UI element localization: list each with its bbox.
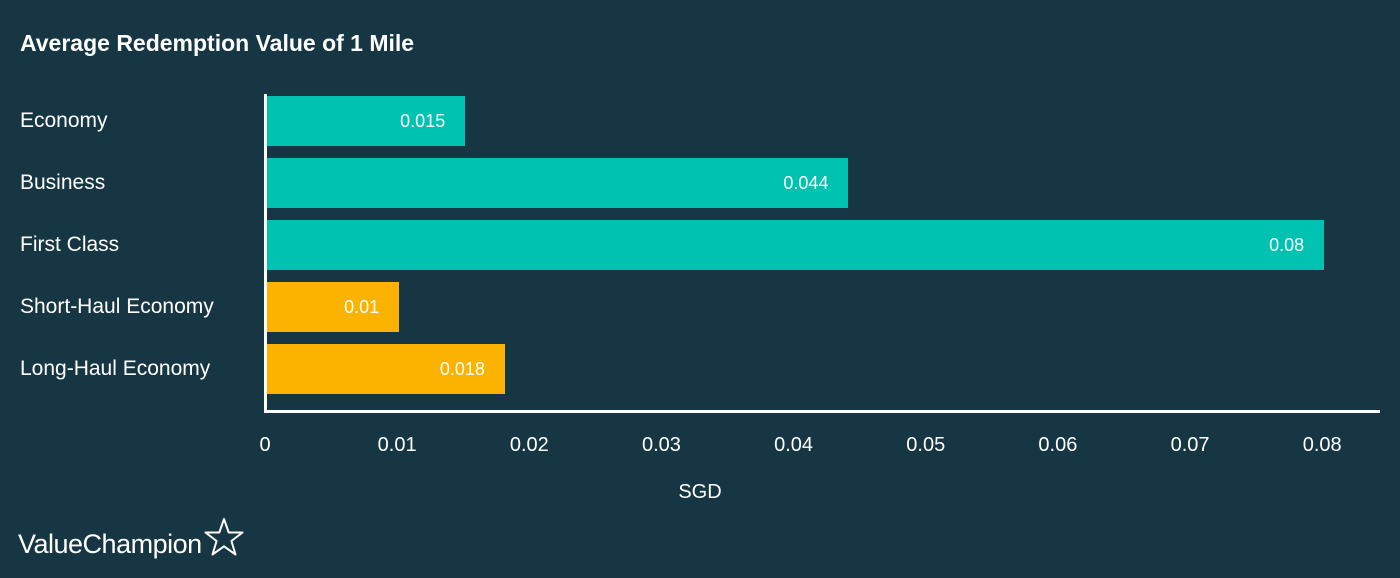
bar-value-label: 0.01 <box>344 297 380 317</box>
x-axis-title: SGD <box>678 481 722 503</box>
x-tick-label: 0.02 <box>509 434 549 456</box>
bar <box>267 220 1325 270</box>
brand-name: ValueChampion <box>18 529 202 559</box>
bar-value-label: 0.015 <box>400 111 446 131</box>
category-label: Short-Haul Economy <box>20 295 214 318</box>
x-tick-label: 0.08 <box>1302 434 1342 456</box>
brand-logo: ValueChampion <box>18 518 244 560</box>
x-axis-line <box>264 410 1380 413</box>
bar <box>267 158 849 208</box>
chart-title: Average Redemption Value of 1 Mile <box>20 30 415 56</box>
x-tick-label: 0.06 <box>1038 434 1078 456</box>
bar-value-label: 0.08 <box>1269 235 1305 255</box>
bar-value-label: 0.044 <box>783 173 829 193</box>
x-tick-label: 0 <box>259 434 271 456</box>
category-label: Business <box>20 171 106 194</box>
x-tick-label: 0.03 <box>641 434 681 456</box>
x-tick-label: 0.05 <box>906 434 946 456</box>
bar <box>267 96 466 146</box>
x-tick-label: 0.04 <box>774 434 814 456</box>
x-tick-label: 0.07 <box>1170 434 1210 456</box>
y-axis-line <box>264 94 267 410</box>
bar-value-label: 0.018 <box>439 359 485 379</box>
category-label: Long-Haul Economy <box>20 357 211 380</box>
category-label: First Class <box>20 233 120 256</box>
star-icon <box>204 518 244 556</box>
bar <box>267 282 400 332</box>
category-label: Economy <box>20 109 108 132</box>
x-tick-label: 0.01 <box>377 434 417 456</box>
bar <box>267 344 505 394</box>
